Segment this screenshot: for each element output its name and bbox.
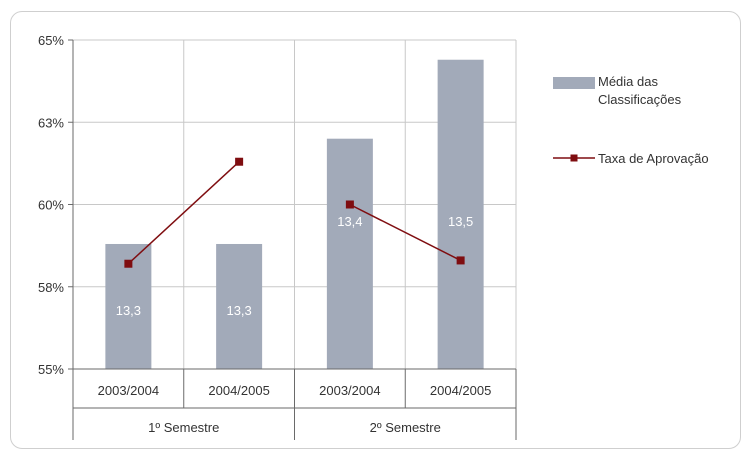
y-tick-label: 55%: [38, 362, 64, 377]
bar-labels: 13,3 13,3 13,4 13,5: [116, 214, 474, 318]
legend-line-marker: [570, 154, 578, 162]
x-tick-label: 2003/2004: [319, 383, 380, 398]
axes: [68, 39, 517, 440]
legend-bar-label: Média das: [598, 74, 658, 89]
bar: [437, 59, 484, 370]
line-point: [456, 256, 465, 265]
y-tick-label: 58%: [38, 280, 64, 295]
x-tick-label: 2003/2004: [98, 383, 159, 398]
line-point: [124, 259, 133, 268]
legend-bar-label-2: Classificações: [598, 92, 682, 107]
group-label: 1º Semestre: [148, 420, 219, 435]
bar-value-label: 13,5: [448, 214, 473, 229]
line-point: [235, 157, 244, 166]
x-tick-label: 2004/2005: [430, 383, 491, 398]
bar: [326, 138, 373, 369]
bars: [105, 59, 484, 370]
y-tick-label: 60%: [38, 198, 64, 213]
y-tick-label: 65%: [38, 33, 64, 48]
x-tick-label: 2004/2005: [208, 383, 269, 398]
category-labels: 2003/2004 2004/2005 1º Semestre 2003/2004 20…: [98, 383, 492, 435]
bar: [216, 243, 263, 369]
bar-value-label: 13,3: [226, 303, 251, 318]
legend: Média das Classificações Taxa de Aprovaç…: [553, 74, 709, 166]
line-segment-2: [349, 203, 461, 262]
bar-value-label: 13,3: [116, 303, 141, 318]
y-tick-labels: 55% 58% 60% 63% 65%: [38, 33, 64, 377]
legend-line-label: Taxa de Aprovação: [598, 151, 709, 166]
line-segment-1: [127, 161, 240, 265]
bar-value-label: 13,4: [337, 214, 362, 229]
group-label: 2º Semestre: [370, 420, 441, 435]
line-point: [345, 200, 354, 209]
line-series: [124, 157, 465, 268]
chart-frame: [10, 11, 741, 449]
y-tick-label: 63%: [38, 115, 64, 130]
legend-bar-swatch: [553, 77, 595, 89]
